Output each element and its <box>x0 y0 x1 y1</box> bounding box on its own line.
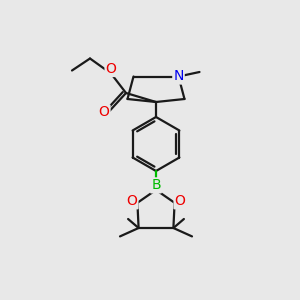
Text: O: O <box>106 62 116 76</box>
Text: O: O <box>175 194 185 208</box>
Text: O: O <box>99 106 110 119</box>
Text: B: B <box>151 178 161 192</box>
Text: O: O <box>127 194 137 208</box>
Text: N: N <box>173 70 184 83</box>
